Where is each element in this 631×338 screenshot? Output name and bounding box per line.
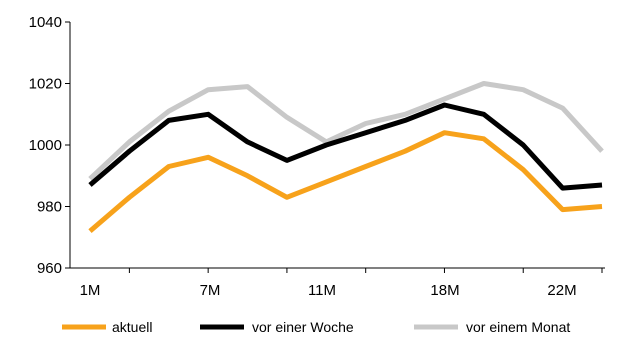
series-lines (88, 81, 604, 233)
series-line-0 (88, 130, 603, 233)
legend: aktuell vor einer Woche vor einem Monat (62, 319, 570, 335)
x-tick-label: 22M (547, 282, 576, 299)
y-tick-label: 1000 (29, 137, 62, 154)
legend-label-0: aktuell (112, 319, 152, 335)
series-line-2 (88, 81, 604, 181)
y-tick-label: 1020 (29, 76, 62, 93)
y-axis: 960 980 1000 1020 1040 (29, 14, 71, 277)
legend-label-1: vor einer Woche (252, 319, 354, 335)
x-tick-label: 1M (80, 282, 101, 299)
x-axis: 1M 7M 11M 18M 22M (70, 267, 605, 299)
series-line-1 (88, 102, 603, 191)
x-tick-label: 18M (430, 282, 459, 299)
x-tick-label: 11M (308, 282, 336, 299)
y-tick-label: 960 (37, 260, 62, 277)
x-tick-label: 7M (200, 282, 221, 299)
legend-label-2: vor einem Monat (466, 319, 570, 335)
y-tick-label: 1040 (29, 14, 62, 31)
y-tick-label: 980 (37, 199, 62, 216)
